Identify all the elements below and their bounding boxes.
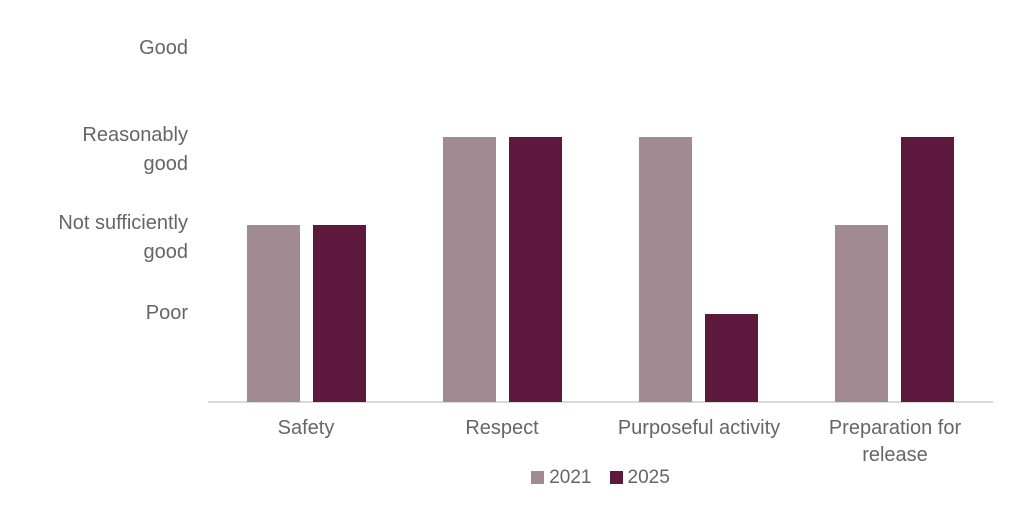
y-tick-label-poor: Poor	[145, 302, 188, 324]
legend: 2021 2025	[208, 466, 993, 488]
x-axis-line	[208, 401, 993, 403]
x-category-label-preparation-for-release: Preparation for release	[828, 417, 962, 466]
legend-swatch-2025	[609, 470, 623, 484]
legend-label-2025: 2025	[627, 466, 670, 488]
bar-preparation-for-release-2021	[835, 225, 888, 402]
x-category-label-safety: Safety	[277, 417, 335, 439]
x-category-label-purposeful-activity: Purposeful activity	[617, 417, 781, 439]
y-tick-label-good: Good	[139, 37, 188, 59]
legend-label-2021: 2021	[549, 466, 592, 488]
legend-swatch-2021	[531, 470, 545, 484]
bar-safety-2021	[247, 225, 300, 402]
bar-safety-2025	[313, 225, 366, 402]
bar-preparation-for-release-2025	[901, 137, 954, 402]
bar-respect-2025	[509, 137, 562, 402]
y-tick-label-not-sufficiently-good: Not sufficiently good	[58, 212, 188, 263]
bar-respect-2021	[443, 137, 496, 402]
bar-purposeful-activity-2021	[639, 137, 692, 402]
bar-purposeful-activity-2025	[705, 314, 758, 402]
legend-item-2025: 2025	[609, 466, 670, 488]
legend-item-2021: 2021	[531, 466, 592, 488]
x-category-label-respect: Respect	[465, 417, 539, 439]
y-tick-label-reasonably-good: Reasonably good	[82, 124, 188, 175]
